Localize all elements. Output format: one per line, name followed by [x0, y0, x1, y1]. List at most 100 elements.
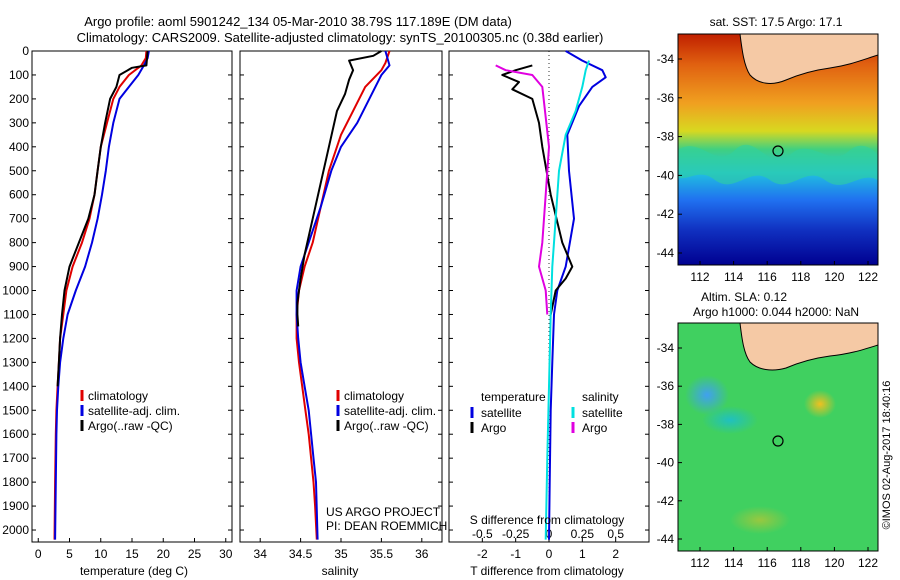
y-tick-label: 100 [9, 68, 29, 82]
lat-tick-label: -42 [657, 494, 675, 508]
temperature-satellite-line [548, 50, 607, 540]
x-tick-label: 20 [157, 547, 171, 561]
secondary-x-tick-label: -0.5 [472, 527, 493, 541]
legend-label: satellite [582, 406, 623, 420]
pi-annotation: PI: DEAN ROEMMICH [326, 519, 447, 533]
sst-argo-location-marker [772, 145, 784, 157]
x-tick-label: 1 [579, 547, 586, 561]
x-tick-label: 36 [415, 547, 429, 561]
sst-longitude-ticks: 112 114 116 118 120 122 [690, 261, 878, 284]
lat-tick-label: -40 [657, 168, 675, 182]
sst-temperature-front [678, 144, 878, 185]
y-tick-label: 1000 [2, 284, 29, 298]
salinity-plot-frame [239, 50, 443, 543]
x-tick-label: 30 [219, 547, 233, 561]
sla-longitude-ticks: 112 114 116 118 120 122 [690, 547, 878, 570]
sst-latitude-ticks: -34 -36 -38 -40 -42 -44 [657, 52, 682, 260]
difference-plot-frame [448, 50, 650, 543]
x-tick-label: 34 [254, 547, 268, 561]
legend-label: climatology [88, 389, 148, 403]
lat-tick-label: -44 [657, 532, 675, 546]
y-tick-label: 1500 [2, 403, 29, 417]
lon-tick-label: 112 [690, 556, 709, 570]
x-tick-label: -2 [477, 547, 488, 561]
lon-tick-label: 116 [758, 270, 777, 284]
y-tick-label: 800 [9, 236, 29, 250]
y-tick-label: 1700 [2, 451, 29, 465]
lon-tick-label: 118 [791, 556, 810, 570]
temperature-argo-line [501, 64, 574, 315]
y-tick-label: 900 [9, 260, 29, 274]
salinity-tick-labels: 34 34.5 35 35.5 36 [240, 50, 442, 561]
lon-tick-label: 120 [824, 556, 844, 570]
lat-tick-label: -36 [657, 91, 675, 105]
lon-tick-label: 118 [791, 270, 810, 284]
t-difference-axis-label: T difference from climatology [470, 564, 624, 578]
y-tick-label: 1900 [2, 499, 29, 513]
difference-series [495, 50, 607, 540]
satellite-adj-clim-line [295, 50, 391, 540]
sla-map-frame [677, 322, 879, 552]
x-tick-label: 0 [35, 547, 42, 561]
sla-high-anomaly [804, 390, 836, 418]
y-tick-label: 300 [9, 116, 29, 130]
lat-tick-label: -44 [657, 246, 675, 260]
depth-tick-labels: 0 100 200 300 400 500 600 700 800 900 1000 1100 1200… [2, 44, 232, 537]
lon-tick-label: 114 [724, 270, 743, 284]
lon-tick-label: 116 [758, 556, 777, 570]
salinity-series [295, 50, 391, 540]
sla-low-anomaly [685, 375, 729, 415]
legend-label: satellite-adj. clim. [344, 404, 436, 418]
temperature-x-axis-label: temperature (deg C) [80, 564, 188, 578]
lat-tick-label: -38 [657, 417, 675, 431]
project-annotation: US ARGO PROJECT [326, 505, 441, 519]
imos-credit: ©IMOS 02-Aug-2017 18:40:16 [881, 381, 893, 530]
sst-map-frame [677, 33, 879, 266]
sst-map-title: sat. SST: 17.5 Argo: 17.1 [710, 15, 843, 29]
y-tick-label: 1200 [2, 331, 29, 345]
temperature-plot-frame [31, 50, 233, 543]
satellite-adj-clim-line [54, 50, 150, 540]
lat-tick-label: -34 [657, 52, 675, 66]
temperature-profile-panel: 0100200300400500600700800900100011001200… [2, 44, 232, 578]
t-difference-tick-labels: -2 -1 0 1 2 [449, 50, 649, 561]
temperature-tick-labels: 0 5 10 15 20 25 30 [35, 538, 233, 561]
figure-title-line2: Climatology: CARS2009. Satellite-adjuste… [77, 30, 604, 45]
lat-tick-label: -38 [657, 130, 675, 144]
difference-legend: temperature salinitysatelliteArgosatellit… [470, 390, 623, 435]
y-tick-label: 1400 [2, 379, 29, 393]
legend-label: Argo [481, 421, 507, 435]
legend-label: climatology [344, 389, 404, 403]
sla-map-title-line1: Altim. SLA: 0.12 [701, 290, 787, 304]
secondary-x-tick-label: -0.25 [502, 527, 530, 541]
y-tick-label: 400 [9, 140, 29, 154]
legend-label: satellite [481, 406, 522, 420]
legend-label: Argo(..raw -QC) [88, 419, 173, 433]
secondary-x-tick-label: 0.5 [607, 527, 624, 541]
y-tick-label: 600 [9, 188, 29, 202]
legend-label: Argo(..raw -QC) [344, 419, 429, 433]
y-tick-label: 1100 [3, 307, 29, 321]
temperature-series [53, 50, 150, 540]
y-tick-label: 1600 [2, 427, 29, 441]
figure-title-line1: Argo profile: aoml 5901242_134 05-Mar-20… [84, 14, 512, 29]
sst-map-panel: sat. SST: 17.5 Argo: 17.1 -34 -36 -38 -40 -4… [657, 15, 879, 284]
y-tick-label: 1800 [2, 475, 29, 489]
x-tick-label: 2 [612, 547, 619, 561]
salinity-x-axis-label: salinity [322, 564, 359, 578]
sla-latitude-ticks: -34 -36 -38 -40 -42 -44 [657, 341, 682, 546]
x-tick-label: 0 [546, 547, 553, 561]
sla-high-anomaly-2 [730, 506, 790, 534]
lat-tick-label: -34 [657, 341, 675, 355]
lon-tick-label: 114 [724, 556, 743, 570]
secondary-x-tick-label: 0.25 [571, 527, 595, 541]
salinity-argo-line [495, 64, 550, 315]
y-tick-label: 200 [9, 92, 29, 106]
sla-map-panel: Altim. SLA: 0.12 Argo h1000: 0.044 h2000… [657, 290, 879, 570]
lon-tick-label: 122 [858, 556, 878, 570]
y-tick-label: 1300 [2, 355, 29, 369]
legend-header-salinity: salinity [582, 390, 619, 404]
